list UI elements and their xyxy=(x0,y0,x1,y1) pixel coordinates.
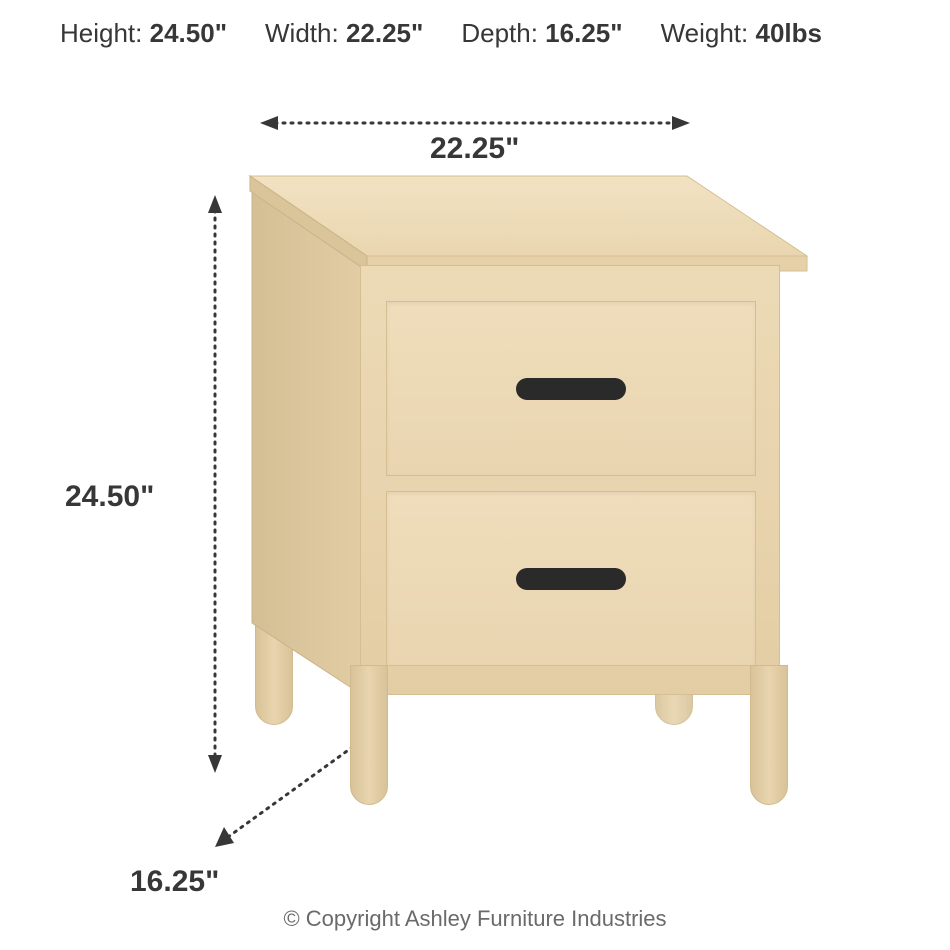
height-arrow xyxy=(200,195,230,773)
drawer-2 xyxy=(386,491,756,666)
spec-width-value: 22.25" xyxy=(346,18,423,48)
spec-depth-label: Depth: xyxy=(461,18,538,48)
spec-height-value: 24.50" xyxy=(150,18,227,48)
spec-height: Height: 24.50" xyxy=(60,18,227,49)
spec-height-label: Height: xyxy=(60,18,142,48)
body-front xyxy=(360,265,780,695)
product-diagram: 22.25" 24.50" 16.25" xyxy=(0,60,950,910)
dim-depth-label: 16.25" xyxy=(130,865,219,899)
leg-front-right xyxy=(750,665,788,805)
top-surface xyxy=(242,168,817,278)
spec-width: Width: 22.25" xyxy=(265,18,423,49)
spec-weight-label: Weight: xyxy=(661,18,749,48)
dim-width-label: 22.25" xyxy=(430,132,519,166)
drawer-2-handle xyxy=(516,568,626,590)
spec-depth-value: 16.25" xyxy=(545,18,622,48)
drawer-1 xyxy=(386,301,756,476)
copyright-text: © Copyright Ashley Furniture Industries xyxy=(0,906,950,932)
spec-weight: Weight: 40lbs xyxy=(661,18,822,49)
spec-bar: Height: 24.50" Width: 22.25" Depth: 16.2… xyxy=(60,18,910,49)
spec-depth: Depth: 16.25" xyxy=(461,18,622,49)
drawer-1-handle xyxy=(516,378,626,400)
spec-weight-value: 40lbs xyxy=(755,18,822,48)
spec-width-label: Width: xyxy=(265,18,339,48)
nightstand xyxy=(260,170,800,810)
dim-height-label: 24.50" xyxy=(65,480,154,514)
leg-front-left xyxy=(350,665,388,805)
